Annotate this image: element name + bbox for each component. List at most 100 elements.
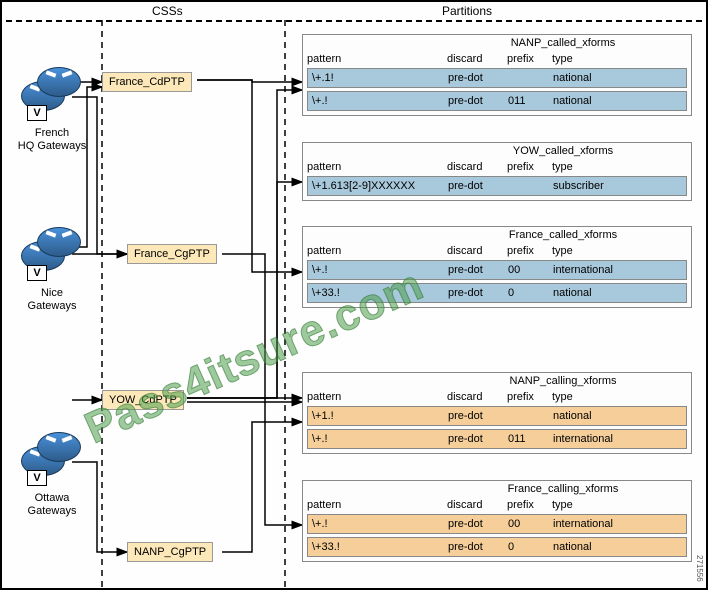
header-cell: pattern — [307, 245, 447, 257]
v-badge: V — [27, 265, 47, 281]
france-cdptp-box: France_CdPTP — [102, 72, 192, 92]
cell: pre-dot — [448, 541, 508, 553]
partition-header: patterndiscardprefixtype — [307, 499, 687, 511]
cell: national — [553, 72, 628, 84]
table-row: \+.!pre-dot011national — [307, 91, 687, 111]
cell: 00 — [508, 264, 553, 276]
cell: pre-dot — [448, 287, 508, 299]
partitions-label: Partitions — [442, 4, 492, 18]
french-hq-gateways: V — [37, 67, 81, 97]
nice-label: Nice Gateways — [12, 287, 92, 313]
yow-called-xforms: patterndiscardprefixtypeYOW_called_xform… — [302, 142, 692, 201]
cell: pre-dot — [448, 433, 508, 445]
table-row: \+33.!pre-dot0national — [307, 283, 687, 303]
header-cell: discard — [447, 499, 507, 511]
header-cell: type — [552, 499, 627, 511]
cell: pre-dot — [448, 518, 508, 530]
router-icon — [37, 432, 81, 462]
partition-title: YOW_called_xforms — [453, 145, 673, 157]
gw-label-line: French — [12, 127, 92, 140]
cell: pre-dot — [448, 72, 508, 84]
cell: 00 — [508, 518, 553, 530]
router-icon — [37, 227, 81, 257]
header-cell: discard — [447, 391, 507, 403]
nanp-cgptp-box: NANP_CgPTP — [127, 542, 213, 562]
v-badge: V — [27, 105, 47, 121]
cell: pre-dot — [448, 264, 508, 276]
france-called-xforms: patterndiscardprefixtype France_called_xf… — [302, 226, 692, 308]
cell: international — [553, 518, 628, 530]
header-cell: discard — [447, 245, 507, 257]
cell: national — [553, 541, 628, 553]
diagram-container: CSSs Partitions — [0, 0, 708, 590]
table-row: \+.1!pre-dot national — [307, 68, 687, 88]
header-cell: type — [552, 391, 627, 403]
cell: pre-dot — [448, 180, 508, 192]
french-label: French HQ Gateways — [12, 127, 92, 153]
cell: national — [553, 95, 628, 107]
cell: 0 — [508, 541, 553, 553]
header-cell: discard — [447, 53, 507, 65]
cell: international — [553, 264, 628, 276]
gw-label-line: Gateways — [12, 505, 92, 518]
partition-title: NANP_calling_xforms — [453, 375, 673, 387]
cell: 0 — [508, 287, 553, 299]
cell: \+.! — [312, 433, 448, 445]
ottawa-label: Ottawa Gateways — [12, 492, 92, 518]
nanp-calling-xforms: patterndiscardprefixtype NANP_calling_xfo… — [302, 372, 692, 454]
cell: 011 — [508, 95, 553, 107]
table-row: \+1.613[2-9]XXXXXXpre-dot subscriber — [307, 176, 687, 196]
header-cell: prefix — [507, 53, 552, 65]
header-cell: pattern — [307, 53, 447, 65]
cell: national — [553, 287, 628, 299]
header-cell: type — [552, 245, 627, 257]
table-row: \+1.!pre-dot national — [307, 406, 687, 426]
header-cell: pattern — [307, 499, 447, 511]
partition-title: France_called_xforms — [453, 229, 673, 241]
partition-header: patterndiscardprefixtype — [307, 245, 687, 257]
partition-title: NANP_called_xforms — [453, 37, 673, 49]
header-cell: prefix — [507, 499, 552, 511]
gw-label-line: Gateways — [12, 300, 92, 313]
france-cgptp-box: France_CgPTP — [127, 244, 217, 264]
router-icon — [37, 67, 81, 97]
partition-header: patterndiscardprefixtype — [307, 391, 687, 403]
ottawa-gateways: V — [37, 432, 81, 462]
nanp-called-xforms: patterndiscardprefixtype NANP_called_xfor… — [302, 34, 692, 116]
cell: \+.! — [312, 518, 448, 530]
partition-header: patterndiscardprefixtype — [307, 53, 687, 65]
top-dashed-line — [6, 20, 702, 22]
table-row: \+33.!pre-dot0national — [307, 537, 687, 557]
v-badge: V — [27, 470, 47, 486]
cell — [508, 72, 553, 84]
side-number: 271556 — [695, 555, 704, 582]
cell: pre-dot — [448, 410, 508, 422]
cell: national — [553, 410, 628, 422]
cell: \+.! — [312, 95, 448, 107]
cell: international — [553, 433, 628, 445]
cell: \+33.! — [312, 541, 448, 553]
header-cell: type — [552, 161, 627, 173]
france-calling-xforms: patterndiscardprefixtype France_calling_x… — [302, 480, 692, 562]
partition-title: France_calling_xforms — [453, 483, 673, 495]
csss-label: CSSs — [152, 4, 183, 18]
header-cell: prefix — [507, 245, 552, 257]
cell — [508, 410, 553, 422]
cell: \+1.! — [312, 410, 448, 422]
cell: \+33.! — [312, 287, 448, 299]
cell: 011 — [508, 433, 553, 445]
cell — [508, 180, 553, 192]
header-cell: pattern — [307, 391, 447, 403]
header-cell: pattern — [307, 161, 447, 173]
header-cell: type — [552, 53, 627, 65]
header-cell: prefix — [507, 161, 552, 173]
table-row: \+.!pre-dot011international — [307, 429, 687, 449]
table-row: \+.!pre-dot00international — [307, 260, 687, 280]
cell: \+.! — [312, 264, 448, 276]
gw-label-line: Ottawa — [12, 492, 92, 505]
cell: \+1.613[2-9]XXXXXX — [312, 180, 448, 192]
cell: subscriber — [553, 180, 628, 192]
cell: \+.1! — [312, 72, 448, 84]
gw-label-line: HQ Gateways — [12, 140, 92, 153]
cell: pre-dot — [448, 95, 508, 107]
